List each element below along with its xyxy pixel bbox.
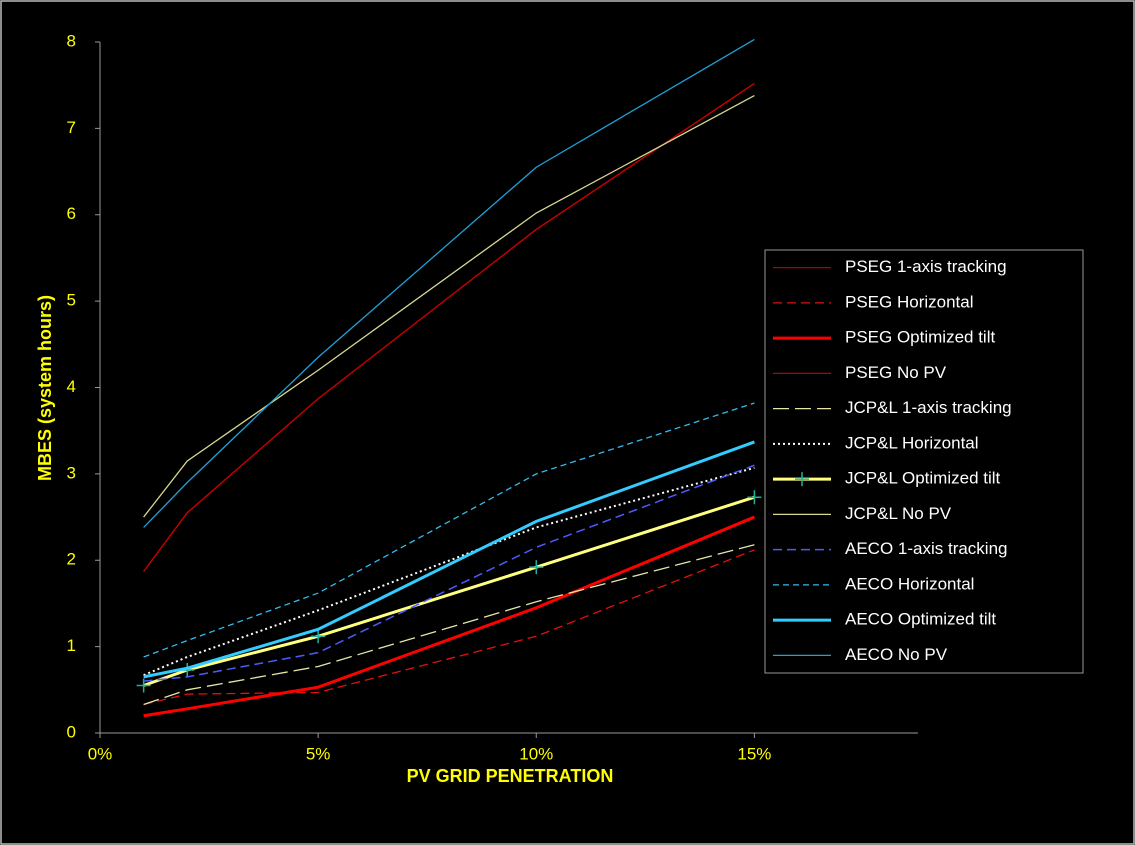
legend-label: AECO Optimized tilt [845, 610, 996, 629]
y-tick-label: 7 [67, 118, 76, 137]
point-marker [529, 560, 544, 575]
y-tick-label: 6 [67, 204, 76, 223]
legend-label: JCP&L Optimized tilt [845, 469, 1001, 488]
series-line [143, 549, 755, 706]
x-tick-label: 15% [737, 744, 771, 763]
y-tick-label: 5 [67, 291, 76, 310]
legend-label: PSEG Optimized tilt [845, 328, 995, 347]
y-tick-label: 8 [67, 31, 76, 50]
y-tick-label: 3 [67, 463, 76, 482]
x-tick-label: 10% [519, 744, 553, 763]
legend-box [764, 249, 1084, 674]
series-line [143, 82, 755, 572]
series-line [143, 466, 755, 677]
y-tick-label: 4 [67, 377, 76, 396]
series-line [143, 38, 755, 528]
series-line [143, 464, 755, 682]
legend-label: JCP&L 1-axis tracking [845, 398, 1012, 417]
legend-label: AECO 1-axis tracking [845, 539, 1008, 558]
legend-marker [795, 472, 809, 487]
point-marker [311, 629, 326, 644]
legend-label: AECO No PV [845, 645, 948, 664]
legend-label: PSEG Horizontal [845, 292, 974, 311]
x-tick-label: 5% [306, 744, 331, 763]
point-marker [747, 490, 762, 505]
series-line [143, 402, 755, 658]
x-axis-label: PV GRID PENETRATION [407, 766, 614, 786]
y-tick-label: 0 [67, 722, 76, 741]
y-tick-label: 2 [67, 550, 76, 569]
legend-label: JCP&L No PV [845, 504, 952, 523]
series-line [143, 544, 755, 706]
legend-label: PSEG No PV [845, 363, 947, 382]
x-tick-label: 0% [88, 744, 113, 763]
y-axis-label: MBES (system hours) [35, 295, 55, 481]
legend-label: JCP&L Horizontal [845, 433, 979, 452]
y-tick-label: 1 [67, 636, 76, 655]
legend-label: PSEG 1-axis tracking [845, 257, 1007, 276]
series-line [143, 515, 755, 718]
series-line [143, 440, 755, 679]
series-line [143, 94, 755, 518]
legend-label: AECO Horizontal [845, 574, 974, 593]
